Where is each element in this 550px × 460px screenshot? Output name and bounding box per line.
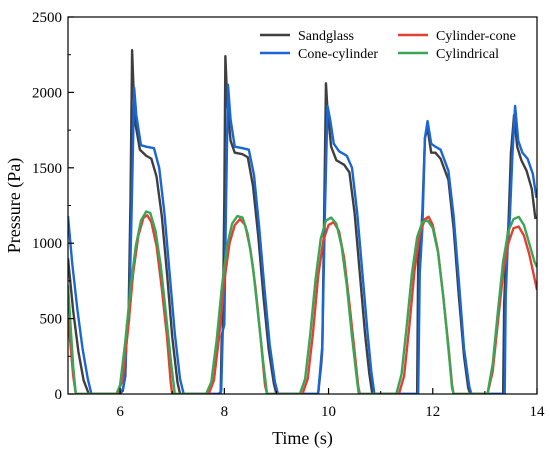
x-tick-label: 6	[116, 404, 124, 420]
y-tick-label: 0	[55, 387, 63, 403]
y-tick-label: 1500	[32, 161, 62, 177]
legend-label-cone-cylinder: Cone-cylinder	[298, 47, 378, 62]
legend-label-sandglass: Sandglass	[298, 29, 354, 44]
x-axis-title: Time (s)	[272, 428, 333, 449]
y-axis-title: Pressure (Pa)	[4, 158, 25, 253]
y-tick-label: 500	[40, 312, 63, 328]
series-line-cylindrical	[68, 210, 537, 394]
y-tick-label: 1000	[32, 236, 62, 252]
series-layer	[68, 48, 537, 394]
x-tick-label: 8	[221, 404, 229, 420]
series-line-sandglass	[68, 48, 537, 394]
x-tick-label: 12	[425, 404, 440, 420]
plot-frame	[67, 16, 538, 395]
x-tick-label: 14	[530, 404, 546, 420]
y-tick-label: 2000	[32, 85, 62, 101]
x-tick-label: 10	[321, 404, 336, 420]
legend-label-cylindrical: Cylindrical	[436, 47, 499, 62]
legend-label-cylinder-cone: Cylinder-cone	[436, 29, 516, 44]
axes-layer: 6 8 10 12 14 0 500 1000 1500 2000 2500	[32, 10, 545, 420]
series-line-cylinder-cone	[68, 214, 537, 394]
y-tick-label: 2500	[32, 10, 62, 26]
legend: Sandglass Cylinder-cone Cone-cylinder Cylin…	[260, 29, 516, 62]
series-line-cone-cylinder	[68, 83, 537, 394]
